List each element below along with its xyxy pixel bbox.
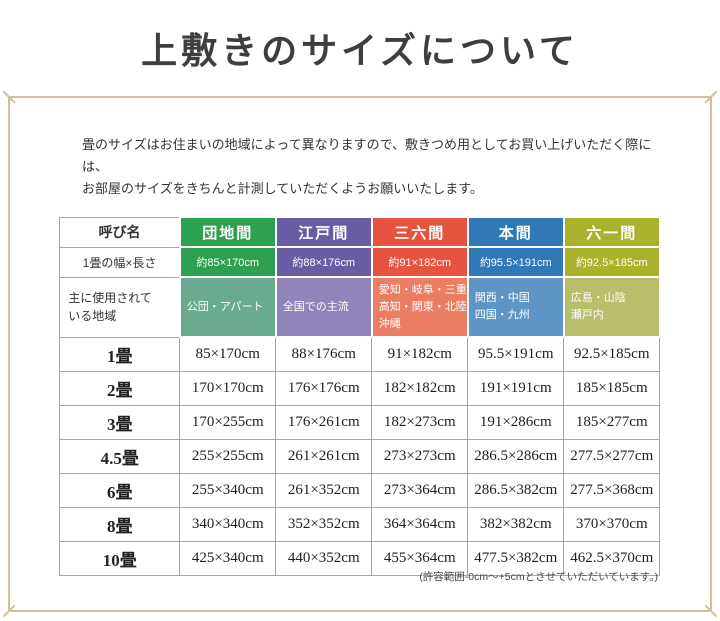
- footnote: (許容範囲-0cm～+5cmとさせていただいています。): [419, 571, 658, 583]
- size-label: 8畳: [59, 506, 181, 542]
- region-line: 瀬戸内: [570, 309, 604, 322]
- column-header-edoma: 江戸間: [274, 216, 373, 249]
- size-value: 477.5×382cm: [467, 540, 565, 576]
- size-value: 85×170cm: [179, 336, 277, 372]
- size-row: 6畳 255×340cm 261×352cm 273×364cm 286.5×3…: [59, 472, 661, 508]
- width-cell: 約91×182cm: [370, 246, 469, 279]
- size-label: 2畳: [59, 370, 181, 406]
- size-row: 8畳 340×340cm 352×352cm 364×364cm 382×382…: [59, 506, 661, 542]
- region-line: 沖縄: [378, 317, 401, 330]
- size-value: 95.5×191cm: [467, 336, 565, 372]
- size-value: 255×255cm: [179, 438, 277, 474]
- size-value: 182×182cm: [371, 370, 469, 406]
- width-cell: 約85×170cm: [178, 246, 277, 279]
- size-value: 182×273cm: [371, 404, 469, 440]
- size-row: 4.5畳 255×255cm 261×261cm 273×273cm 286.5…: [59, 438, 661, 474]
- region-line: 高知・関東・北陸: [378, 300, 467, 313]
- region-row-label: 主に使用されている地域: [59, 276, 181, 338]
- region-cell: 公団・アパート: [178, 276, 277, 339]
- size-value: 364×364cm: [371, 506, 469, 542]
- column-header-rokuichima: 六一間: [562, 216, 661, 249]
- region-line: 公団・アパート: [186, 300, 264, 313]
- size-value: 352×352cm: [275, 506, 373, 542]
- size-value: 191×286cm: [467, 404, 565, 440]
- region-line: 広島・山陰: [570, 292, 626, 305]
- frame-corner-tick: [704, 604, 718, 618]
- column-header-danchima: 団地間: [178, 216, 277, 249]
- header-row: 呼び名 団地間 江戸間 三六間 本間 六一間: [59, 216, 661, 249]
- size-row: 10畳 425×340cm 440×352cm 455×364cm 477.5×…: [59, 540, 661, 576]
- size-value: 382×382cm: [467, 506, 565, 542]
- size-value: 185×185cm: [563, 370, 661, 406]
- size-value: 425×340cm: [179, 540, 277, 576]
- size-value: 185×277cm: [563, 404, 661, 440]
- width-cell: 約88×176cm: [274, 246, 373, 279]
- region-line: 全国での主流: [282, 300, 349, 313]
- region-line: 四国・九州: [474, 309, 530, 322]
- size-value: 255×340cm: [179, 472, 277, 508]
- size-value: 273×364cm: [371, 472, 469, 508]
- region-cell: 愛知・岐阜・三重 高知・関東・北陸 沖縄: [370, 276, 469, 339]
- frame-corner-tick: [2, 604, 16, 618]
- region-line: 愛知・岐阜・三重: [378, 283, 467, 296]
- size-row: 2畳 170×170cm 176×176cm 182×182cm 191×191…: [59, 370, 661, 406]
- size-value: 462.5×370cm: [563, 540, 661, 576]
- size-label: 4.5畳: [59, 438, 181, 474]
- size-row: 1畳 85×170cm 88×176cm 91×182cm 95.5×191cm…: [59, 336, 661, 372]
- frame-corner-tick: [2, 90, 16, 104]
- size-value: 191×191cm: [467, 370, 565, 406]
- region-cell: 広島・山陰 瀬戸内: [562, 276, 661, 339]
- region-line: 関西・中国: [474, 292, 530, 305]
- size-value: 176×261cm: [275, 404, 373, 440]
- size-label: 10畳: [59, 540, 181, 576]
- column-header-honma: 本間: [466, 216, 565, 249]
- size-value: 370×370cm: [563, 506, 661, 542]
- size-value: 286.5×286cm: [467, 438, 565, 474]
- region-row: 主に使用されている地域 公団・アパート 全国での主流 愛知・岐阜・三重 高知・関…: [59, 276, 661, 339]
- size-value: 88×176cm: [275, 336, 373, 372]
- corner-label-cell: 呼び名: [59, 216, 181, 248]
- width-row-label: 1畳の幅×長さ: [59, 246, 181, 278]
- size-value: 455×364cm: [371, 540, 469, 576]
- size-label: 1畳: [59, 336, 181, 372]
- size-label: 3畳: [59, 404, 181, 440]
- size-value: 170×170cm: [179, 370, 277, 406]
- size-table: 呼び名 団地間 江戸間 三六間 本間 六一間 1畳の幅×長さ 約85×170cm…: [59, 216, 661, 576]
- size-value: 176×176cm: [275, 370, 373, 406]
- width-cell: 約92.5×185cm: [562, 246, 661, 279]
- region-cell: 関西・中国 四国・九州: [466, 276, 565, 339]
- size-row: 3畳 170×255cm 176×261cm 182×273cm 191×286…: [59, 404, 661, 440]
- size-value: 261×352cm: [275, 472, 373, 508]
- size-value: 91×182cm: [371, 336, 469, 372]
- page-title: 上敷きのサイズについて: [141, 31, 579, 71]
- size-value: 261×261cm: [275, 438, 373, 474]
- region-cell: 全国での主流: [274, 276, 373, 339]
- intro-line-1: 畳のサイズはお住まいの地域によって異なりますので、敷きつめ用としてお買い上げいた…: [82, 137, 652, 175]
- width-cell: 約95.5×191cm: [466, 246, 565, 279]
- size-value: 277.5×277cm: [563, 438, 661, 474]
- width-row: 1畳の幅×長さ 約85×170cm 約88×176cm 約91×182cm 約9…: [59, 246, 661, 279]
- size-value: 340×340cm: [179, 506, 277, 542]
- size-value: 273×273cm: [371, 438, 469, 474]
- size-value: 440×352cm: [275, 540, 373, 576]
- column-header-sabuma: 三六間: [370, 216, 469, 249]
- size-value: 92.5×185cm: [563, 336, 661, 372]
- size-value: 170×255cm: [179, 404, 277, 440]
- content-frame: 畳のサイズはお住まいの地域によって異なりますので、敷きつめ用としてお買い上げいた…: [2, 90, 718, 618]
- intro-line-2: お部屋のサイズをきちんと計測していただくようお願いいたします。: [82, 181, 483, 197]
- size-label: 6畳: [59, 472, 181, 508]
- frame-corner-tick: [704, 90, 718, 104]
- size-value: 277.5×368cm: [563, 472, 661, 508]
- size-value: 286.5×382cm: [467, 472, 565, 508]
- intro-text: 畳のサイズはお住まいの地域によって異なりますので、敷きつめ用としてお買い上げいた…: [82, 134, 670, 200]
